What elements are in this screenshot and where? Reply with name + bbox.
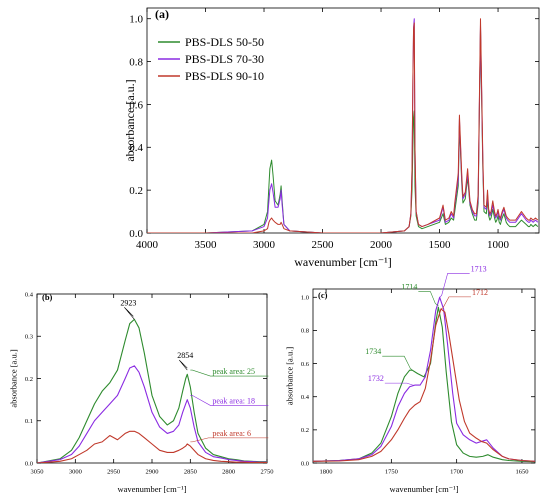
annotation-leader: [418, 291, 439, 306]
annotation-leader: [439, 272, 470, 298]
y-tick-label: 0.4: [301, 394, 310, 401]
series-line-1: [37, 318, 267, 463]
x-tick-label: 1700: [450, 469, 463, 476]
legend-label: PBS-DLS 50-50: [185, 35, 264, 49]
series-line-3: [313, 308, 535, 462]
y-axis-label: absorbance [a.u.]: [123, 79, 137, 161]
x-axis-label: wavenumber [cm⁻¹]: [294, 255, 392, 269]
plot-frame: [312, 288, 536, 464]
y-tick-label: 0.2: [25, 376, 33, 383]
y-tick-label: 0.8: [129, 56, 143, 68]
y-tick-label: 0.6: [301, 361, 310, 368]
annotation-leader: [179, 359, 188, 371]
x-tick-label: 2950: [107, 469, 120, 476]
annotation-label: 1712: [472, 288, 488, 297]
y-tick-label: 0.4: [129, 142, 143, 154]
x-tick-label: 1000: [487, 239, 510, 251]
x-tick-label: 2900: [146, 469, 159, 476]
x-axis-label: wavenumber [cm⁻¹]: [117, 484, 186, 494]
y-tick-label: 0.3: [25, 334, 33, 341]
series-group: [147, 18, 539, 233]
legend-label: PBS-DLS 90-10: [185, 69, 264, 83]
annotation-label: peak area: 6: [212, 429, 251, 438]
x-tick-label: 1650: [515, 469, 528, 476]
annotation-label: 1732: [368, 374, 384, 383]
x-tick-label: 2500: [312, 239, 335, 251]
x-tick-label: 1800: [320, 469, 333, 476]
x-tick-label: 1750: [385, 469, 398, 476]
series-group: [37, 318, 267, 463]
annotation-leader: [190, 369, 269, 377]
annotation-label: 1734: [365, 347, 381, 356]
y-tick-label: 0.8: [301, 328, 309, 335]
x-tick-label: 3500: [195, 239, 218, 251]
series-line-3: [37, 430, 267, 463]
legend: PBS-DLS 50-50 PBS-DLS 70-30 PBS-DLS 90-10: [158, 35, 264, 83]
legend-label: PBS-DLS 70-30: [185, 52, 264, 66]
y-tick-label: 0.0: [129, 228, 143, 240]
x-tick-label: 2000: [370, 239, 393, 251]
x-tick-label: 3050: [31, 469, 44, 476]
annotation-leader: [382, 355, 413, 371]
y-tick-label: 0.1: [25, 418, 33, 425]
panel-label: (a): [155, 7, 169, 21]
annotation-label: peak area: 18: [212, 396, 255, 405]
y-tick-label: 0.4: [25, 291, 34, 298]
annotation-label: 1714: [401, 283, 417, 292]
chart-panel-3: 1800 1750 1700 1650 0.0 0.2 0.4 0.6 0.8 1.0 wavenu…: [285, 264, 536, 494]
series-line-1: [313, 306, 535, 463]
annotation-leader: [190, 395, 269, 406]
y-tick-label: 0.0: [25, 460, 33, 467]
y-axis-label: absorbance [a.u.]: [285, 347, 295, 405]
x-tick-label: 4000: [136, 239, 159, 251]
annotation-label: peak area: 25: [212, 367, 255, 376]
panel-label: (b): [42, 292, 53, 302]
y-tick-label: 1.0: [301, 295, 309, 302]
y-tick-label: 0.2: [129, 185, 143, 197]
chart-panel-2: 3050 3000 2950 2900 2850 2800 2750 0.0 0.1 0.2 0.3…: [9, 291, 274, 494]
x-tick-label: 2800: [222, 469, 235, 476]
x-tick-label: 2850: [184, 469, 197, 476]
x-tick-label: 3000: [253, 239, 276, 251]
panel-label: (c): [318, 290, 328, 300]
series-line-3: [147, 18, 539, 233]
y-tick-label: 0.6: [129, 99, 143, 111]
y-axis-label: absorbance [a.u.]: [9, 349, 19, 407]
x-axis-label: wavenumber [cm⁻¹]: [389, 484, 458, 494]
x-tick-label: 3000: [69, 469, 82, 476]
annotation-label: 1713: [471, 264, 487, 273]
series-line-2: [37, 365, 267, 463]
series-line-2: [313, 296, 535, 462]
annotation-label: 2854: [177, 351, 193, 360]
annotation-leader: [384, 382, 415, 386]
series-group: [313, 296, 535, 463]
x-tick-label: 2750: [261, 469, 274, 476]
annotation-leader: [440, 296, 471, 310]
annotation-leader: [190, 437, 269, 443]
y-tick-label: 1.0: [129, 14, 143, 26]
y-tick-label: 0.0: [301, 460, 309, 467]
y-tick-label: 0.2: [301, 427, 309, 434]
x-tick-label: 1500: [429, 239, 452, 251]
annotation-label: 2923: [120, 298, 136, 307]
annotation-leader: [124, 307, 135, 320]
chart-panel-1: 4000 3500 3000 2500 2000 1500 1000 0.0 0.2 0.4 0.6…: [123, 7, 540, 269]
